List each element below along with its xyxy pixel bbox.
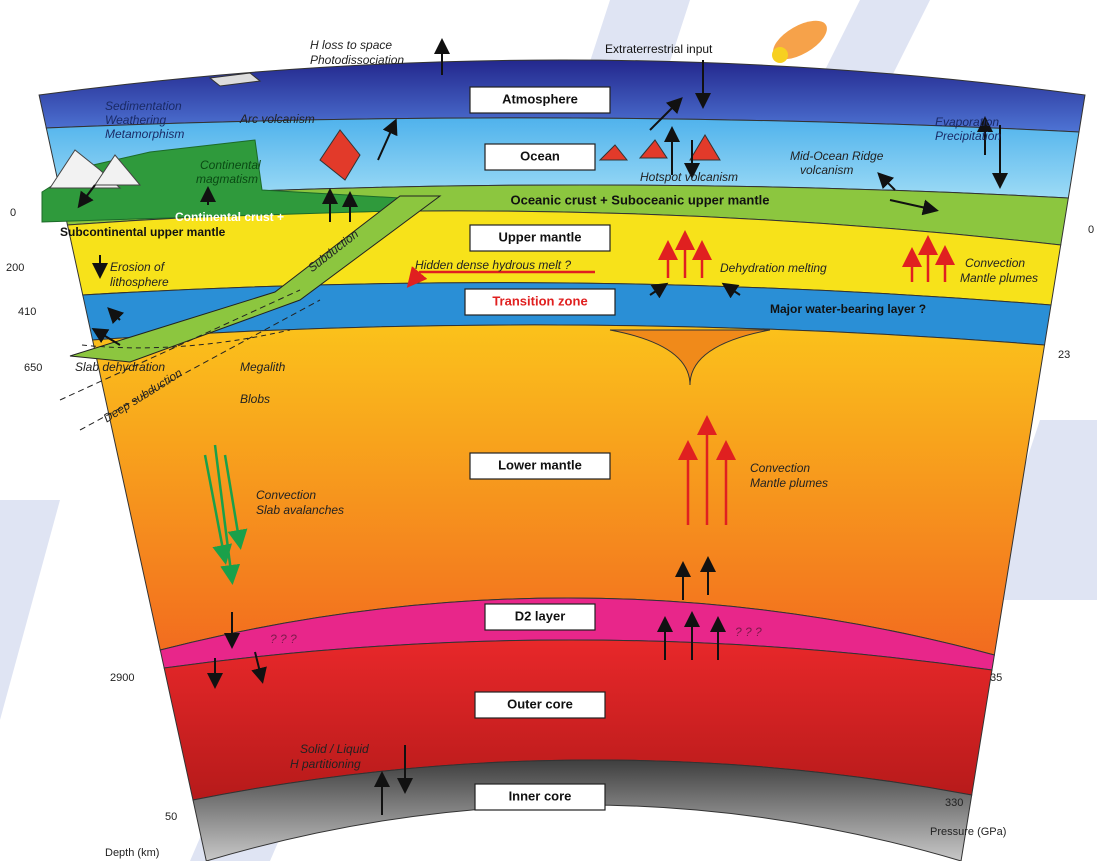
depth-tick: 200 xyxy=(6,262,24,274)
layer-label: Inner core xyxy=(509,788,572,803)
depth-tick: 0 xyxy=(10,207,16,219)
layer-label: Outer core xyxy=(507,696,573,711)
annotation: Arc volcanism xyxy=(239,112,315,126)
pressure-tick: 35 xyxy=(990,672,1002,684)
label-box xyxy=(484,603,596,631)
annotation: magmatism xyxy=(196,172,258,186)
annotation: Erosion of xyxy=(110,260,166,274)
layer-label: Atmosphere xyxy=(502,91,578,106)
annotation: Megalith xyxy=(240,360,286,374)
arrows xyxy=(77,38,1008,815)
annotation: Subcontinental upper mantle xyxy=(60,225,226,239)
label-box xyxy=(484,143,596,171)
annotation: Photodissociation xyxy=(310,53,404,67)
annotation: Solid / Liquid xyxy=(300,742,369,756)
layer-label: Transition zone xyxy=(492,293,587,308)
pressure-tick: 0 xyxy=(1088,224,1094,236)
annotation: Dehydration melting xyxy=(720,261,827,275)
annotation: volcanism xyxy=(800,163,853,177)
annotation: Convection xyxy=(965,256,1025,270)
layer-label: Oceanic crust + Suboceanic upper mantle xyxy=(510,192,769,207)
annotation: Mantle plumes xyxy=(960,271,1038,285)
annotation: Slab dehydration xyxy=(75,360,165,374)
annotation: ? ? ? xyxy=(735,625,762,639)
label-box xyxy=(474,691,606,719)
pressure-title: Pressure (GPa) xyxy=(930,826,1006,838)
annotation: Convection xyxy=(750,461,810,475)
annotation: Major water-bearing layer ? xyxy=(770,302,926,316)
annotation: Extraterrestrial input xyxy=(605,42,713,56)
annotation: Mantle plumes xyxy=(750,476,828,490)
label-box xyxy=(474,783,606,811)
annotation: Mid-Ocean Ridge xyxy=(790,149,884,163)
depth-tick: 2900 xyxy=(110,672,134,684)
layer-label: Ocean xyxy=(520,148,560,163)
annotation: lithosphere xyxy=(110,275,169,289)
annotation: Precipitation xyxy=(935,129,1001,143)
label-box xyxy=(469,86,611,114)
layer-labels: Atmosphere Ocean Oceanic crust + Subocea… xyxy=(464,86,770,811)
annotation: H partitioning xyxy=(290,757,361,771)
annotation: Blobs xyxy=(240,392,270,406)
layer-label: Lower mantle xyxy=(498,457,582,472)
depth-tick: 410 xyxy=(18,306,36,318)
annotation: Weathering xyxy=(105,113,166,127)
annotation: Hidden dense hydrous melt ? xyxy=(415,258,571,272)
pressure-tick: 330 xyxy=(945,797,963,809)
annotation: Slab avalanches xyxy=(256,503,344,517)
annotation: Evaporation xyxy=(935,115,999,129)
depth-tick: 50 xyxy=(165,811,177,823)
pressure-axis: 0 23 35 330 Pressure (GPa) xyxy=(930,224,1094,838)
annotation: H loss to space xyxy=(310,38,392,52)
depth-axis: 0 200 410 650 2900 50 Depth (km) xyxy=(6,207,177,859)
annotation: Continental crust + xyxy=(175,210,284,224)
annotation: Sedimentation xyxy=(105,99,182,113)
annotation: Convection xyxy=(256,488,316,502)
layer-label: Upper mantle xyxy=(498,229,581,244)
label-box xyxy=(469,452,611,480)
annotation: Hotspot volcanism xyxy=(640,170,738,184)
annotation: Continental xyxy=(200,158,261,172)
depth-tick: 650 xyxy=(24,362,42,374)
label-box xyxy=(469,224,611,252)
layer-label: D2 layer xyxy=(515,608,566,623)
pressure-tick: 23 xyxy=(1058,349,1070,361)
label-box xyxy=(464,288,616,316)
annotation: ? ? ? xyxy=(270,632,297,646)
annotation: Metamorphism xyxy=(105,127,184,141)
depth-title: Depth (km) xyxy=(105,847,159,859)
